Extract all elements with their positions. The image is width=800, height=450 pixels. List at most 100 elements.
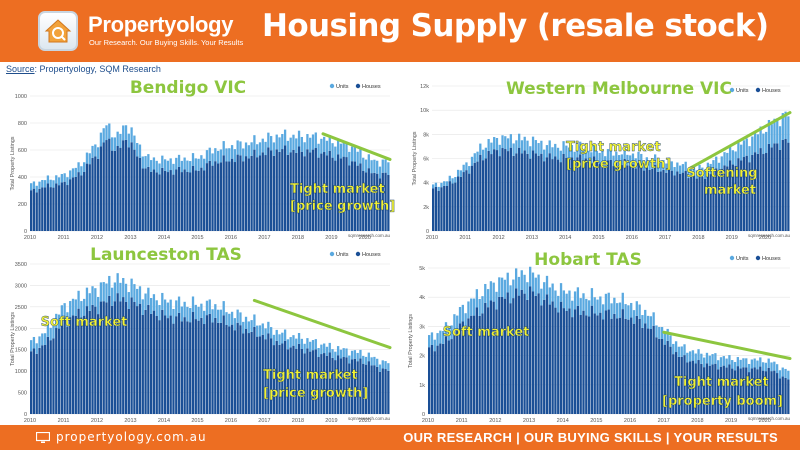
- bar-units: [122, 278, 125, 298]
- bar-units: [493, 137, 496, 150]
- bar-units: [468, 166, 471, 174]
- bar-houses: [736, 366, 739, 414]
- bar-houses: [122, 297, 125, 414]
- bar-units: [632, 310, 636, 324]
- bar-units: [138, 286, 142, 304]
- monitor-icon: [36, 432, 50, 443]
- bar-houses: [784, 377, 787, 414]
- bar-units: [378, 364, 382, 372]
- bar-houses: [761, 370, 765, 414]
- bar-houses: [503, 298, 507, 414]
- bar-houses: [158, 174, 161, 231]
- bar-units: [124, 283, 128, 302]
- bar-houses: [759, 366, 762, 414]
- bar-houses: [559, 162, 562, 231]
- x-tick-label: 2018: [292, 418, 304, 424]
- bar-houses: [565, 157, 568, 231]
- x-tick-label: 2010: [24, 418, 36, 424]
- bar-houses: [660, 338, 664, 414]
- bar-houses: [177, 312, 181, 414]
- bar-units: [514, 268, 518, 289]
- bar-houses: [66, 326, 69, 414]
- bar-units: [756, 360, 759, 370]
- bar-units: [197, 158, 200, 171]
- bar-units: [559, 150, 562, 163]
- bar-houses: [486, 307, 490, 414]
- bar-houses: [219, 162, 223, 231]
- bar-houses: [571, 317, 574, 414]
- bar-houses: [99, 146, 103, 231]
- bar-houses: [239, 155, 242, 231]
- bar-units: [158, 163, 161, 175]
- bar-houses: [623, 159, 626, 231]
- bar-units: [306, 134, 309, 150]
- bar-units: [46, 175, 50, 184]
- bar-houses: [306, 348, 309, 414]
- bar-houses: [256, 336, 259, 414]
- bar-units: [348, 355, 351, 364]
- bar-houses: [147, 304, 150, 414]
- bar-units: [216, 150, 220, 164]
- bar-houses: [554, 307, 557, 414]
- bar-houses: [670, 170, 673, 231]
- bar-houses: [537, 293, 540, 414]
- bar-houses: [428, 347, 431, 414]
- bar-units: [297, 130, 301, 147]
- bar-units: [440, 182, 443, 188]
- bar-units: [384, 361, 387, 370]
- bar-units: [108, 275, 111, 296]
- bar-houses: [247, 158, 250, 231]
- bar-units: [520, 270, 523, 290]
- bar-houses: [581, 160, 585, 231]
- y-tick-label: 500: [18, 391, 27, 397]
- bar-units: [638, 304, 641, 319]
- bar-units: [169, 299, 172, 316]
- bar-units: [458, 307, 462, 324]
- bar-houses: [531, 150, 535, 231]
- bar-units: [529, 266, 532, 287]
- bar-units: [694, 353, 697, 364]
- footer-banner: propertyology.com.au OUR RESEARCH | OUR …: [0, 425, 800, 450]
- bar-units: [348, 151, 351, 166]
- bar-units: [722, 356, 725, 366]
- bar-units: [130, 278, 133, 298]
- y-tick-label: 600: [18, 148, 27, 154]
- bar-units: [465, 162, 468, 171]
- bar-houses: [55, 328, 58, 414]
- bar-houses: [359, 163, 362, 231]
- bar-houses: [236, 154, 239, 231]
- bar-units: [590, 288, 594, 306]
- bar-houses: [102, 142, 105, 231]
- bar-units: [41, 180, 44, 188]
- bar-houses: [214, 161, 217, 231]
- bar-houses: [627, 319, 630, 414]
- bar-units: [692, 167, 696, 176]
- bar-units: [230, 311, 234, 325]
- bar-units: [778, 370, 782, 379]
- legend-units-label: Units: [336, 252, 349, 258]
- bar-units: [481, 296, 484, 314]
- bar-units: [244, 316, 248, 330]
- bar-units: [545, 145, 549, 158]
- bar-units: [584, 146, 587, 159]
- bar-houses: [776, 143, 779, 231]
- bar-units: [554, 143, 557, 157]
- bar-houses: [637, 162, 640, 231]
- bar-units: [83, 162, 86, 172]
- bar-units: [579, 298, 582, 315]
- bar-units: [233, 318, 237, 331]
- bar-units: [787, 370, 790, 380]
- bar-houses: [742, 157, 746, 231]
- bar-units: [490, 142, 493, 155]
- bar-units: [320, 138, 323, 154]
- bar-houses: [320, 153, 323, 231]
- bar-houses: [342, 156, 345, 231]
- bar-units: [753, 132, 757, 153]
- bar-units: [278, 334, 281, 345]
- bar-units: [242, 148, 245, 162]
- bar-houses: [244, 329, 248, 414]
- bar-houses: [275, 340, 278, 414]
- bar-houses: [509, 147, 512, 231]
- bar-houses: [490, 154, 493, 231]
- bar-houses: [320, 354, 323, 414]
